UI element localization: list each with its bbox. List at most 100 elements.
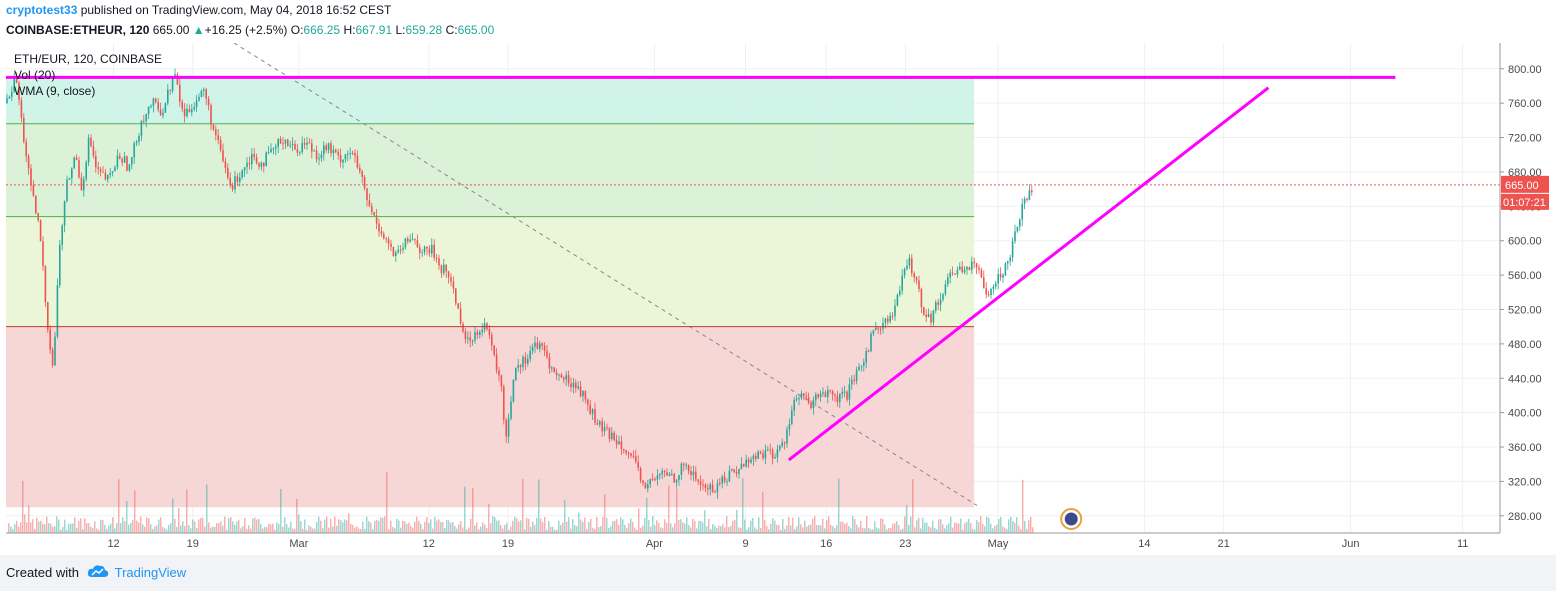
volume-bar	[82, 528, 84, 533]
volume-bar	[738, 527, 740, 533]
candle-body	[128, 164, 131, 171]
candle-body	[366, 188, 368, 201]
volume-bar	[50, 523, 52, 533]
candle-body	[138, 136, 140, 142]
candle-body	[99, 169, 102, 172]
fib-zone	[6, 123, 975, 217]
candle-body	[119, 155, 121, 159]
candle-body	[639, 468, 642, 481]
candle-body	[659, 474, 661, 476]
dashed-trendline	[233, 43, 978, 506]
candle-body	[18, 82, 20, 100]
volume-bar	[616, 519, 618, 533]
candle-body	[985, 288, 987, 295]
volume-bar	[702, 522, 704, 533]
publisher-username[interactable]: cryptotest33	[6, 3, 78, 17]
volume-bar	[34, 528, 36, 533]
candle-body	[421, 252, 423, 254]
volume-bar	[288, 527, 290, 533]
volume-bar	[894, 523, 896, 533]
candle-body	[879, 328, 882, 330]
volume-bar	[470, 518, 472, 533]
volume-bar	[530, 526, 532, 533]
volume-bar	[832, 526, 834, 533]
candle-body	[755, 455, 757, 459]
volume-bar	[266, 527, 268, 533]
volume-bar	[980, 516, 982, 533]
candle-body	[1011, 241, 1014, 258]
legend-title[interactable]: ETH/EUR, 120, COINBASE	[14, 52, 163, 66]
candle-body	[553, 367, 555, 373]
volume-bar	[808, 525, 810, 533]
volume-bar	[100, 519, 102, 533]
price-chart[interactable]: 800.00760.00720.00680.00640.00600.00560.…	[6, 43, 1550, 553]
volume-bar	[298, 514, 300, 533]
candle-body	[543, 345, 546, 351]
volume-bar	[176, 527, 178, 533]
volume-bar	[806, 526, 808, 533]
volume-bar	[546, 529, 548, 533]
candle-body	[980, 269, 983, 278]
volume-bar	[162, 526, 164, 533]
candle-body	[176, 74, 179, 85]
candle-body	[666, 472, 668, 476]
candle-body	[92, 146, 95, 156]
volume-bar	[168, 525, 170, 533]
volume-bar	[868, 527, 870, 533]
candle-body	[195, 100, 198, 108]
candle-body	[803, 393, 805, 396]
candle-body	[723, 476, 726, 482]
candle-body	[668, 473, 671, 476]
candle-body	[116, 155, 119, 168]
candle-body	[536, 342, 539, 349]
volume-bar	[20, 522, 22, 533]
candle-body	[515, 367, 517, 381]
volume-bar	[886, 529, 888, 533]
candle-body	[414, 239, 416, 241]
volume-bar	[828, 516, 830, 533]
volume-bar	[174, 518, 176, 533]
volume-bar	[570, 528, 572, 533]
candle-body	[457, 303, 459, 309]
candle-body	[599, 421, 601, 425]
candle-body	[126, 156, 128, 171]
candle-body	[757, 451, 759, 459]
candle-body	[894, 305, 896, 317]
volume-bar	[246, 528, 248, 533]
volume-bar	[358, 528, 360, 533]
candle-body	[882, 322, 884, 329]
volume-bar	[192, 519, 194, 533]
candle-body	[927, 314, 930, 318]
volume-bar	[634, 527, 636, 533]
volume-bar	[770, 523, 772, 533]
candle-body	[351, 152, 354, 154]
volume-bar	[992, 528, 994, 533]
volume-bar	[990, 523, 992, 533]
time-tick-label: Apr	[646, 538, 663, 550]
candle-body	[632, 455, 635, 457]
legend-wma[interactable]: WMA (9, close)	[14, 84, 96, 98]
volume-bar	[552, 526, 554, 533]
candle-body	[887, 318, 889, 322]
volume-bar	[292, 528, 294, 533]
volume-bar	[964, 523, 966, 533]
volume-bar	[302, 528, 304, 533]
candle-body	[104, 172, 107, 180]
chart-area[interactable]: 800.00760.00720.00680.00640.00600.00560.…	[6, 43, 1550, 553]
volume-bar	[8, 523, 10, 533]
candle-body	[359, 167, 361, 172]
volume-bar	[510, 526, 512, 533]
legend-volume[interactable]: Vol (20)	[14, 68, 56, 82]
volume-bar	[28, 505, 30, 533]
candle-body	[819, 393, 822, 398]
fib-zone	[6, 326, 975, 508]
candle-body	[294, 143, 296, 150]
tradingview-brand-link[interactable]: TradingView	[114, 565, 187, 580]
candle-body	[143, 121, 145, 123]
volume-bar	[526, 517, 528, 533]
candle-body	[747, 459, 750, 463]
candle-body	[963, 269, 966, 273]
volume-bar	[986, 516, 988, 533]
countdown-badge	[1501, 193, 1549, 210]
volume-bar	[126, 501, 128, 533]
